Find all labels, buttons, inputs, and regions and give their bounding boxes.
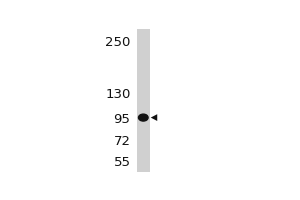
Text: 250: 250 bbox=[105, 36, 130, 49]
Text: 72: 72 bbox=[113, 135, 130, 148]
Polygon shape bbox=[151, 114, 157, 121]
Text: 55: 55 bbox=[113, 156, 130, 169]
Ellipse shape bbox=[139, 114, 148, 121]
Bar bbox=[137, 29, 150, 172]
Text: 95: 95 bbox=[114, 113, 130, 126]
Text: 130: 130 bbox=[105, 88, 130, 101]
